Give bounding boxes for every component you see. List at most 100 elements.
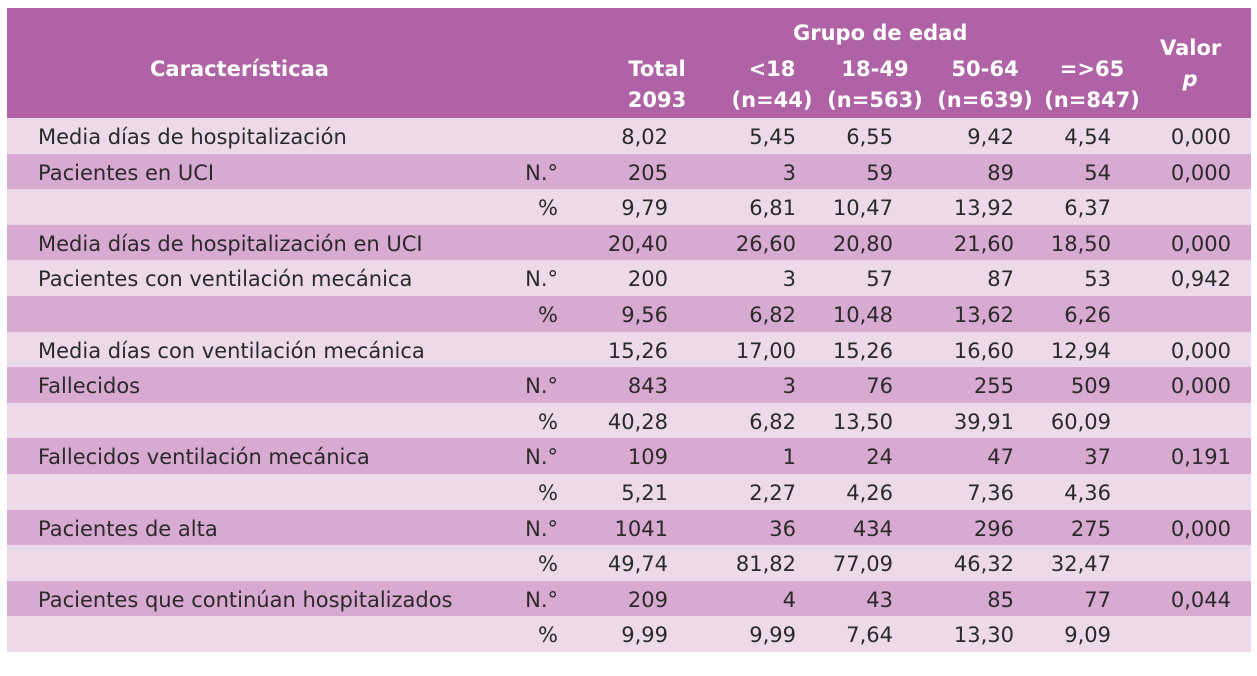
row-unit: % <box>538 480 558 505</box>
cell-18-49: 10,48 <box>832 302 893 327</box>
table-row: % 9,99 9,99 7,64 13,30 9,09 <box>7 616 1251 652</box>
cell-total: 40,28 <box>607 409 668 434</box>
cell-50-64: 46,32 <box>953 552 1014 577</box>
row-unit: N.° <box>525 445 558 470</box>
cell-p-value: 0,000 <box>1170 374 1231 399</box>
cell-under-18: 17,00 <box>735 338 796 363</box>
cell-65-plus: 60,09 <box>1050 409 1111 434</box>
table-row: % 40,28 6,82 13,50 39,91 60,09 <box>7 402 1251 439</box>
cell-65-plus: 18,50 <box>1050 231 1111 256</box>
results-table: Característicaa Grupo de edad Total 2093… <box>7 8 1251 652</box>
cell-18-49: 13,50 <box>832 409 893 434</box>
cell-total: 9,56 <box>621 302 668 327</box>
cell-total: 9,99 <box>621 623 668 648</box>
row-unit: % <box>538 623 558 648</box>
cell-50-64: 255 <box>973 374 1014 399</box>
header-p: p <box>1182 67 1198 91</box>
cell-18-49: 59 <box>866 160 893 185</box>
cell-under-18: 6,82 <box>749 302 796 327</box>
cell-total: 209 <box>627 587 668 612</box>
row-label: Media días de hospitalización en UCI <box>38 231 423 256</box>
cell-18-49: 4,26 <box>846 480 893 505</box>
cell-18-49: 77,09 <box>832 552 893 577</box>
header-group-label: =>65 <box>1059 57 1125 81</box>
cell-total: 843 <box>627 374 668 399</box>
header-group-n: (n=639) <box>937 88 1033 112</box>
cell-18-49: 15,26 <box>832 338 893 363</box>
cell-65-plus: 12,94 <box>1050 338 1111 363</box>
table-row: Pacientes que continúan hospitalizados N… <box>7 580 1251 617</box>
cell-under-18: 36 <box>769 516 796 541</box>
cell-under-18: 2,27 <box>749 480 796 505</box>
row-label: Pacientes en UCI <box>38 160 215 185</box>
cell-50-64: 296 <box>973 516 1014 541</box>
cell-p-value: 0,942 <box>1170 267 1231 292</box>
header-group-n: (n=44) <box>731 88 813 112</box>
cell-65-plus: 6,37 <box>1064 196 1111 221</box>
row-unit: % <box>538 409 558 434</box>
header-total-n: 2093 <box>627 88 687 112</box>
table-row: % 5,21 2,27 4,26 7,36 4,36 <box>7 473 1251 510</box>
row-label: Media días de hospitalización <box>38 125 347 149</box>
cell-18-49: 76 <box>866 374 893 399</box>
cell-65-plus: 77 <box>1084 587 1111 612</box>
cell-65-plus: 4,54 <box>1064 125 1111 149</box>
cell-50-64: 13,62 <box>953 302 1014 327</box>
table-row: % 49,74 81,82 77,09 46,32 32,47 <box>7 545 1251 581</box>
cell-under-18: 9,99 <box>749 623 796 648</box>
row-unit: % <box>538 196 558 221</box>
cell-50-64: 87 <box>987 267 1014 292</box>
cell-under-18: 26,60 <box>735 231 796 256</box>
cell-18-49: 24 <box>866 445 893 470</box>
cell-total: 200 <box>627 267 668 292</box>
cell-65-plus: 4,36 <box>1064 480 1111 505</box>
cell-total: 5,21 <box>621 480 668 505</box>
table-row: % 9,79 6,81 10,47 13,92 6,37 <box>7 189 1251 225</box>
cell-p-value: 0,191 <box>1170 445 1231 470</box>
cell-65-plus: 54 <box>1084 160 1111 185</box>
cell-total: 109 <box>627 445 668 470</box>
row-label: Pacientes que continúan hospitalizados <box>38 587 453 612</box>
row-unit: N.° <box>525 587 558 612</box>
table-row: Media días de hospitalización 8,02 5,45 … <box>7 118 1251 154</box>
header-total-label: Total <box>628 57 686 81</box>
cell-50-64: 47 <box>987 445 1014 470</box>
cell-65-plus: 32,47 <box>1050 552 1111 577</box>
table-header: Característicaa Grupo de edad Total 2093… <box>7 8 1251 118</box>
cell-total: 15,26 <box>607 338 668 363</box>
row-label: Fallecidos ventilación mecánica <box>38 445 370 470</box>
cell-p-value: 0,044 <box>1170 587 1231 612</box>
row-unit: N.° <box>525 267 558 292</box>
header-group-label: 18-49 <box>841 57 909 81</box>
cell-18-49: 10,47 <box>832 196 893 221</box>
cell-50-64: 21,60 <box>953 231 1014 256</box>
cell-18-49: 434 <box>852 516 893 541</box>
table-row: Pacientes de alta N.° 1041 36 434 296 27… <box>7 509 1251 546</box>
cell-under-18: 6,82 <box>749 409 796 434</box>
cell-total: 205 <box>627 160 668 185</box>
table-row: % 9,56 6,82 10,48 13,62 6,26 <box>7 295 1251 332</box>
cell-65-plus: 9,09 <box>1064 623 1111 648</box>
row-unit: N.° <box>525 516 558 541</box>
cell-under-18: 81,82 <box>735 552 796 577</box>
header-characteristic: Característicaa <box>150 57 329 81</box>
cell-50-64: 13,92 <box>953 196 1014 221</box>
row-unit: % <box>538 302 558 327</box>
row-label: Pacientes con ventilación mecánica <box>38 267 413 292</box>
row-unit: N.° <box>525 374 558 399</box>
cell-18-49: 20,80 <box>832 231 893 256</box>
cell-total: 1041 <box>614 516 668 541</box>
table-row: Fallecidos N.° 843 3 76 255 509 0,000 <box>7 367 1251 403</box>
cell-50-64: 85 <box>987 587 1014 612</box>
table-row: Media días de hospitalización en UCI 20,… <box>7 224 1251 261</box>
table-row: Pacientes en UCI N.° 205 3 59 89 54 0,00… <box>7 153 1251 190</box>
cell-total: 8,02 <box>621 125 668 149</box>
table-row: Fallecidos ventilación mecánica N.° 109 … <box>7 438 1251 474</box>
cell-18-49: 6,55 <box>846 125 893 149</box>
cell-under-18: 3 <box>782 267 796 292</box>
header-group-n: (n=847) <box>1044 88 1140 112</box>
cell-under-18: 1 <box>782 445 796 470</box>
cell-p-value: 0,000 <box>1170 516 1231 541</box>
table-body: Media días de hospitalización 8,02 5,45 … <box>7 118 1251 652</box>
cell-18-49: 7,64 <box>846 623 893 648</box>
